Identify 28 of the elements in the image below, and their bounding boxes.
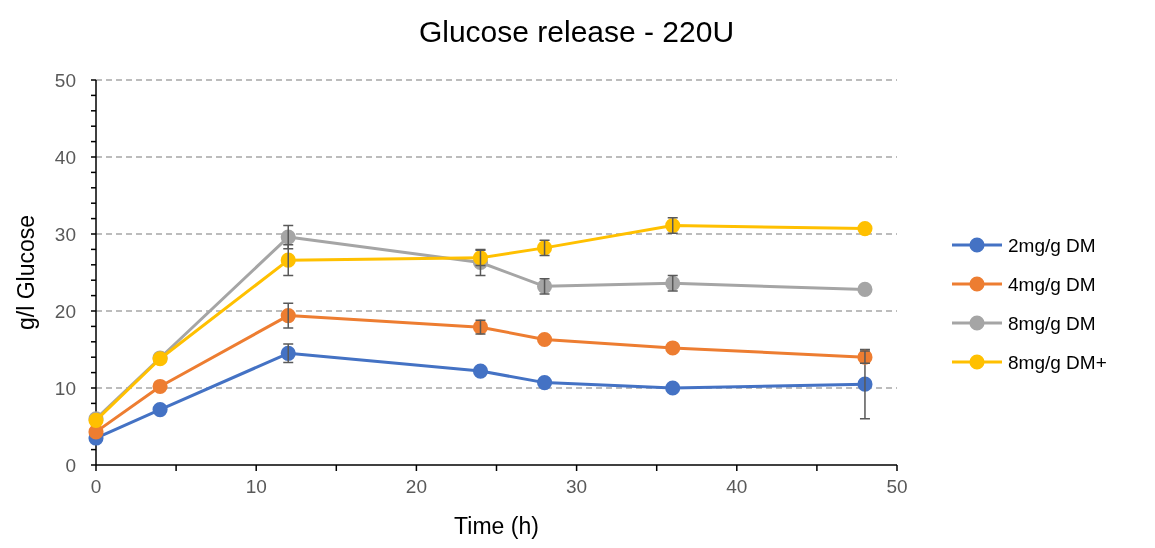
point [857,281,873,297]
x-axis-title: Time (h) [454,513,539,539]
point [857,221,873,237]
x-tick-label: 0 [90,476,102,497]
y-tick-label: 20 [54,301,76,322]
legend-label: 8mg/g DM [1008,313,1096,334]
y-axis-title: g/l Glucose [13,214,39,331]
point [152,402,168,418]
point [536,331,553,348]
y-tick-label: 10 [54,378,76,399]
chart-title: Glucose release - 220U [418,15,735,48]
legend-label: 8mg/g DM+ [1008,352,1107,373]
legend-label: 2mg/g DM [1008,235,1096,256]
y-tick-label: 30 [54,224,76,245]
y-tick-label: 0 [65,455,76,476]
point [472,363,489,379]
x-tick-label: 20 [405,476,427,497]
x-tick-label: 50 [886,476,908,497]
point [665,340,681,356]
point [152,378,168,395]
y-tick-label: 40 [54,147,76,168]
x-tick-label: 30 [566,476,588,497]
x-tick-label: 10 [245,476,267,497]
point [665,380,681,396]
legend-label: 4mg/g DM [1008,274,1096,295]
y-tick-label: 50 [54,70,76,91]
x-tick-label: 40 [726,476,748,497]
point [536,375,553,391]
